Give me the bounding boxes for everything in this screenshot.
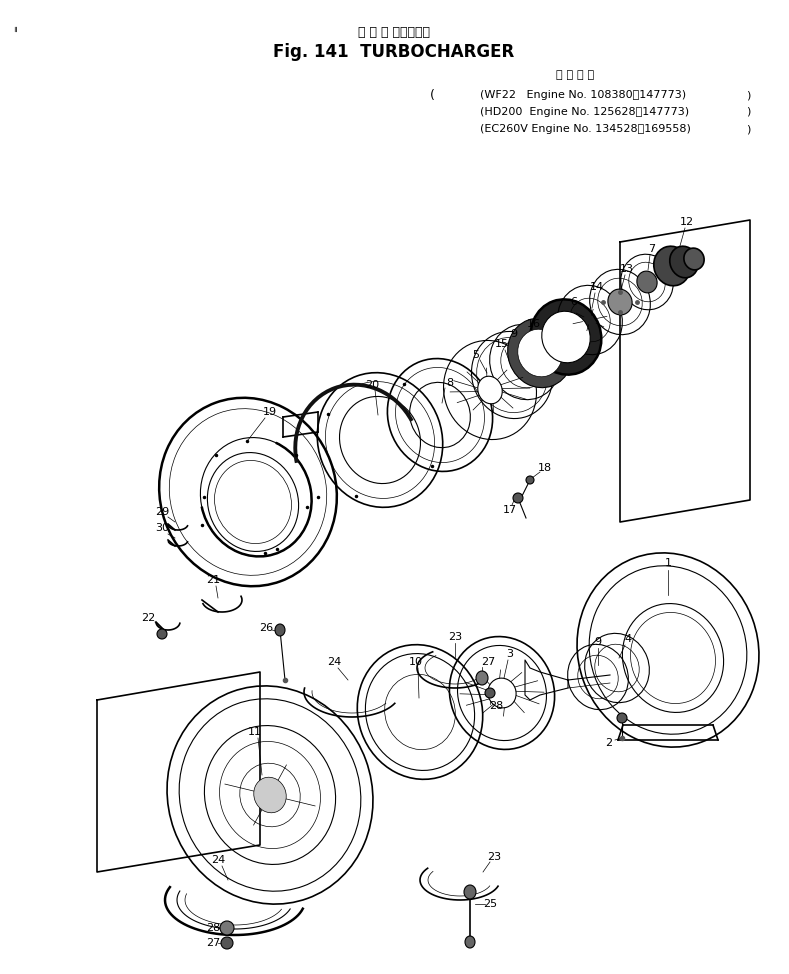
Text: 19: 19 — [263, 407, 277, 417]
Ellipse shape — [507, 318, 572, 388]
Ellipse shape — [518, 329, 563, 377]
Text: 6: 6 — [570, 297, 578, 307]
Text: (WF22   Engine No. 108380～147773): (WF22 Engine No. 108380～147773) — [480, 90, 686, 100]
Ellipse shape — [478, 376, 503, 404]
Text: ): ) — [746, 124, 750, 134]
Text: 10: 10 — [409, 657, 423, 667]
Text: 8: 8 — [447, 378, 454, 388]
Text: 24: 24 — [211, 855, 225, 865]
Text: 適 用 号 機: 適 用 号 機 — [556, 70, 594, 80]
Text: (: ( — [430, 89, 435, 102]
Text: タ ー ボ チャージャ: タ ー ボ チャージャ — [358, 26, 430, 40]
Text: 7: 7 — [649, 244, 656, 254]
Text: 27: 27 — [481, 657, 495, 667]
Text: 23: 23 — [487, 852, 501, 862]
Text: 12: 12 — [680, 217, 694, 227]
Text: 13: 13 — [620, 264, 634, 274]
Ellipse shape — [617, 713, 627, 723]
Text: 17: 17 — [503, 505, 517, 515]
Ellipse shape — [220, 921, 234, 935]
Ellipse shape — [465, 936, 475, 948]
Ellipse shape — [531, 299, 601, 375]
Text: 26: 26 — [259, 623, 273, 633]
Text: 22: 22 — [141, 613, 155, 623]
Ellipse shape — [485, 688, 495, 698]
Text: 16: 16 — [527, 319, 541, 329]
Text: 11: 11 — [248, 727, 262, 737]
Ellipse shape — [275, 624, 285, 636]
Text: 2: 2 — [605, 738, 612, 748]
Text: 20: 20 — [365, 380, 379, 390]
Ellipse shape — [654, 246, 690, 285]
Text: 3: 3 — [507, 649, 514, 659]
Text: 18: 18 — [538, 463, 552, 473]
Text: 27: 27 — [206, 938, 220, 948]
Text: 28: 28 — [206, 923, 220, 933]
Ellipse shape — [254, 777, 286, 812]
Ellipse shape — [637, 271, 657, 293]
Text: (EC260V Engine No. 134528～169558): (EC260V Engine No. 134528～169558) — [480, 124, 691, 134]
Text: ═: ═ — [13, 27, 23, 32]
Ellipse shape — [221, 937, 233, 949]
Text: 9: 9 — [594, 637, 601, 647]
Text: 29: 29 — [155, 507, 169, 517]
Ellipse shape — [157, 629, 167, 639]
Text: 25: 25 — [483, 899, 497, 909]
Ellipse shape — [608, 289, 632, 315]
Text: (HD200  Engine No. 125628～147773): (HD200 Engine No. 125628～147773) — [480, 107, 689, 117]
Text: 21: 21 — [206, 575, 220, 585]
Ellipse shape — [542, 312, 590, 362]
Text: 28: 28 — [489, 701, 503, 711]
Text: ): ) — [746, 107, 750, 117]
Ellipse shape — [526, 476, 534, 484]
Text: 9: 9 — [510, 329, 518, 339]
Text: 15: 15 — [495, 339, 509, 349]
Text: 23: 23 — [448, 632, 462, 642]
Ellipse shape — [476, 671, 488, 685]
Text: 4: 4 — [624, 634, 631, 644]
Text: 1: 1 — [664, 558, 671, 568]
Ellipse shape — [464, 885, 476, 899]
Text: 14: 14 — [590, 282, 604, 292]
Text: 30: 30 — [155, 523, 169, 533]
Ellipse shape — [684, 248, 704, 270]
Text: 24: 24 — [327, 657, 341, 667]
Text: Fig. 141  TURBOCHARGER: Fig. 141 TURBOCHARGER — [273, 43, 514, 61]
Ellipse shape — [513, 493, 523, 503]
Ellipse shape — [488, 678, 516, 708]
Text: 5: 5 — [473, 350, 480, 360]
Ellipse shape — [670, 246, 698, 278]
Text: ): ) — [746, 90, 750, 100]
